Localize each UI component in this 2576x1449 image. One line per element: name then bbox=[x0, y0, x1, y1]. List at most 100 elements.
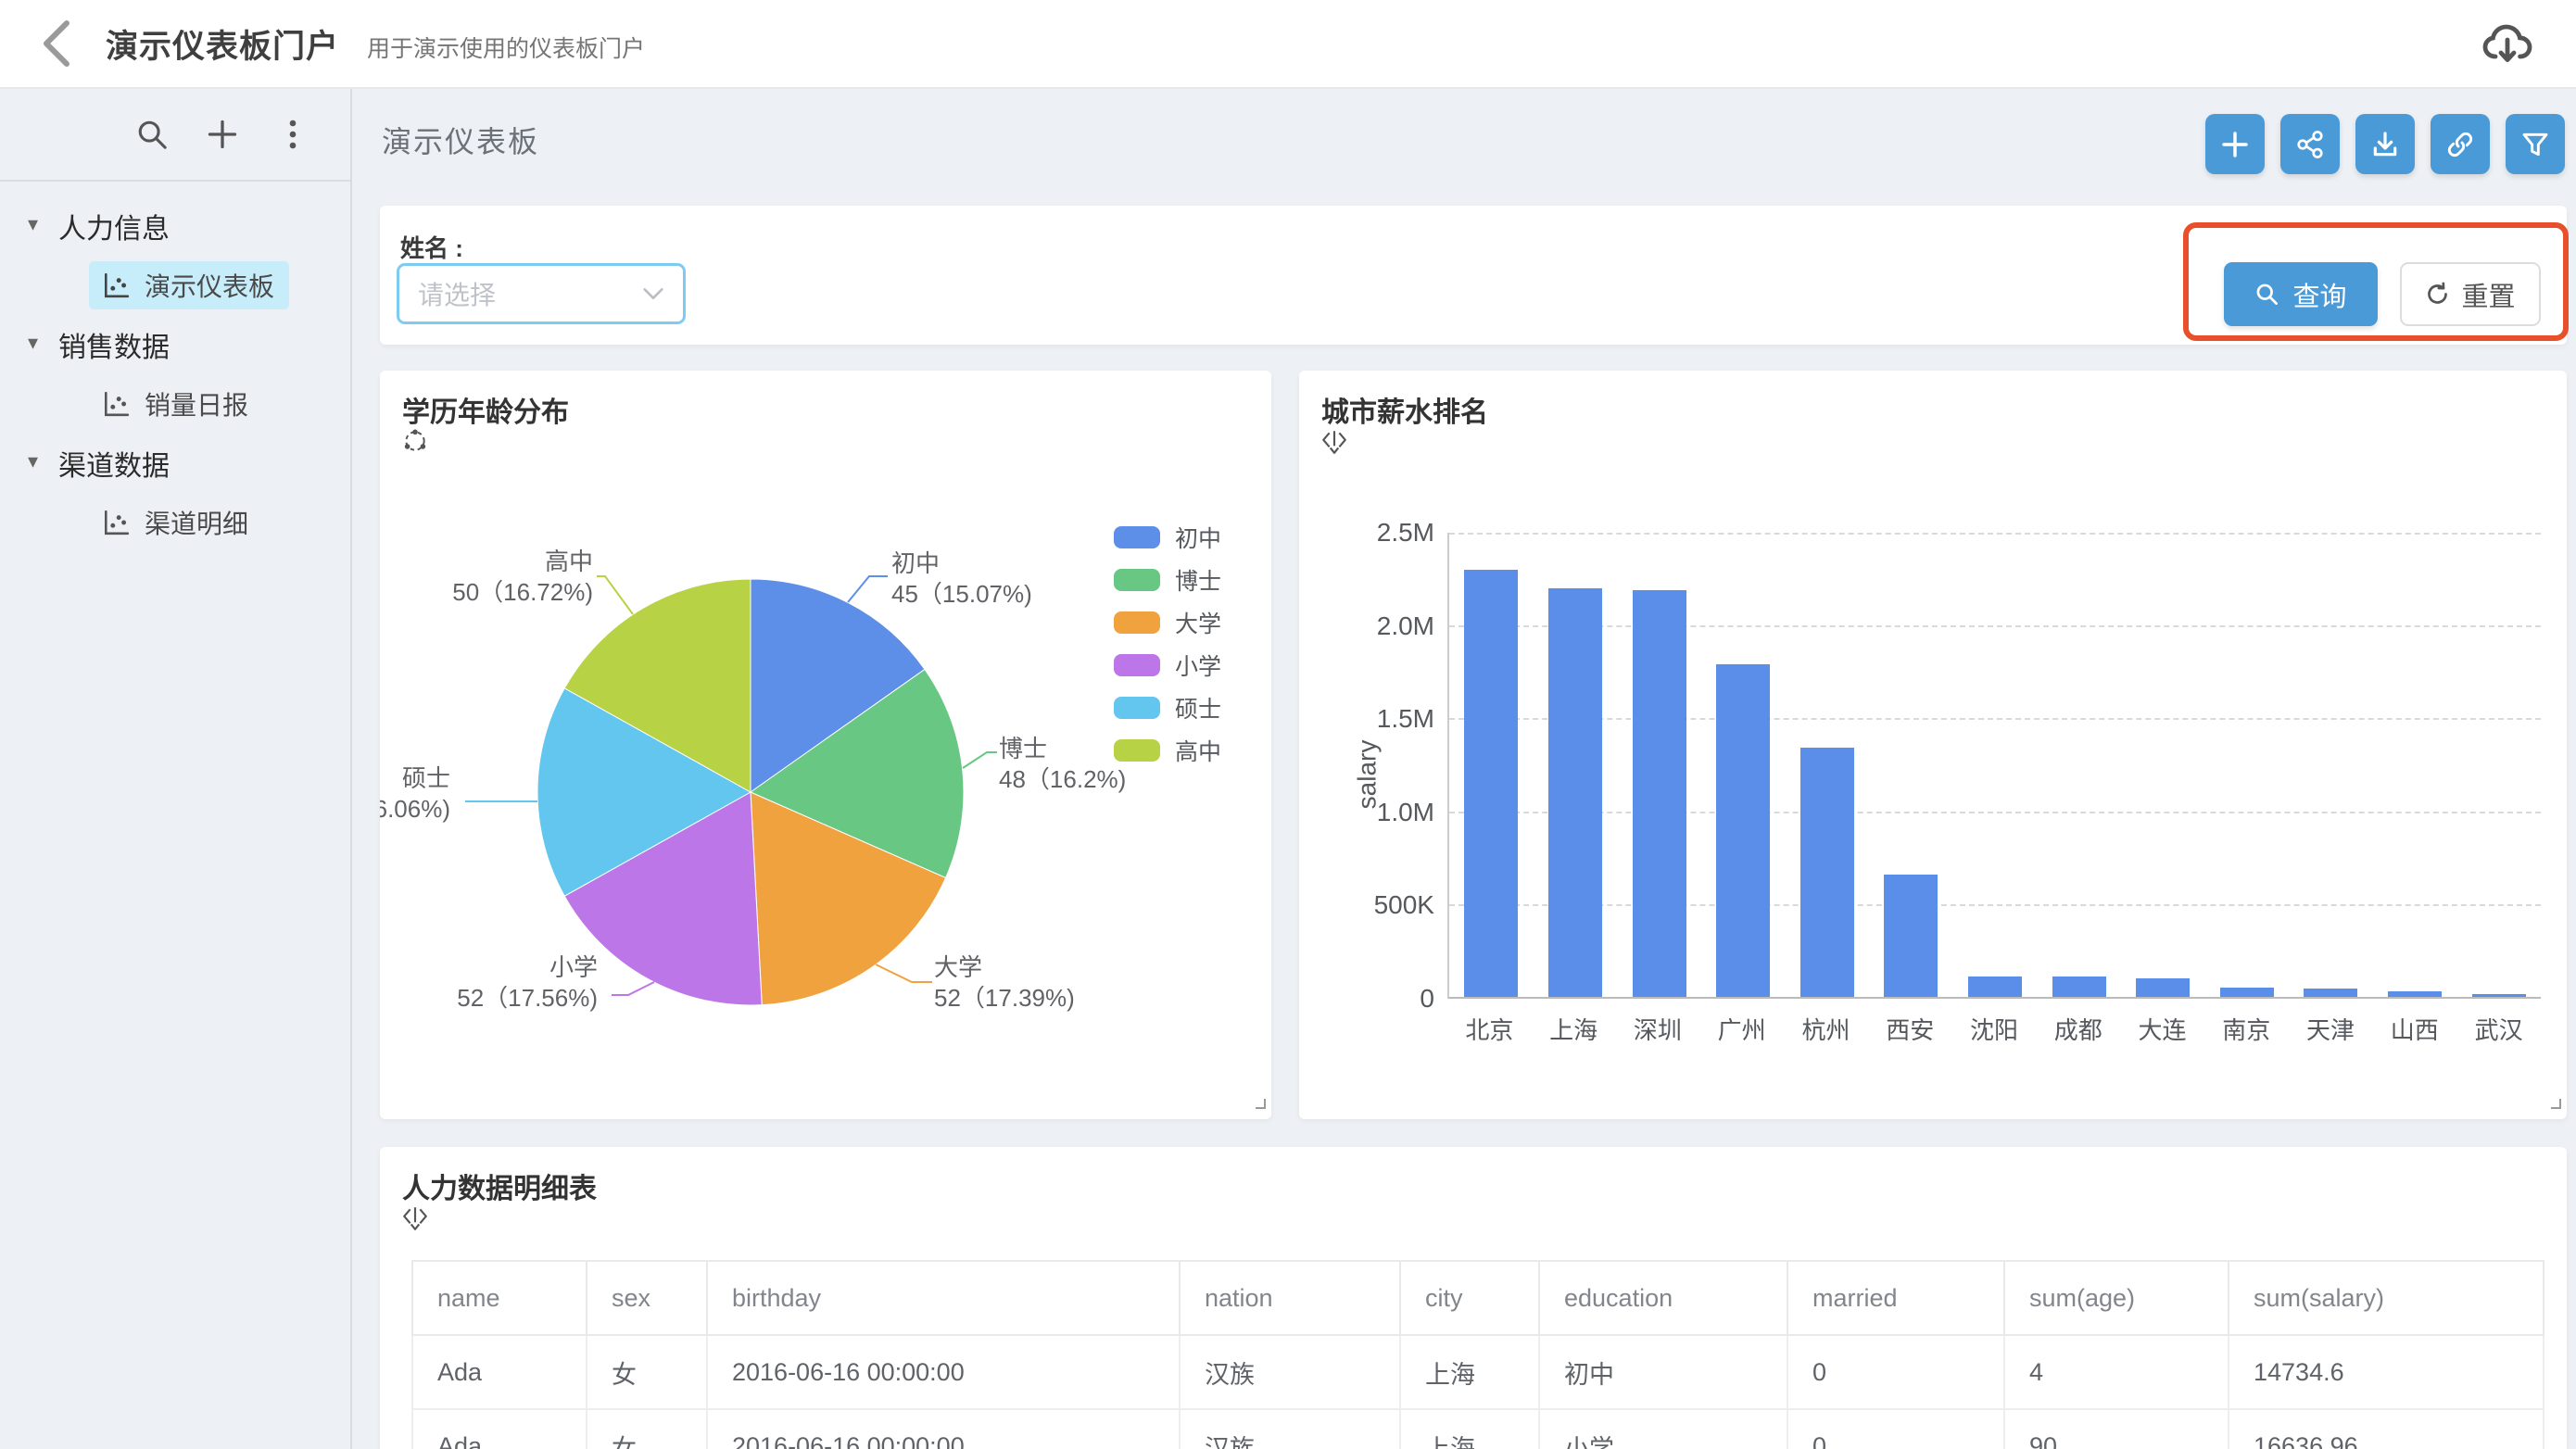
sidebar-item-label: 渠道明细 bbox=[145, 510, 249, 538]
bar-武汉[interactable] bbox=[2471, 994, 2526, 997]
table-cell: 0 bbox=[1787, 1334, 2005, 1410]
bar-x-label: 山西 bbox=[2390, 1016, 2439, 1044]
column-header-sum(age): sum(age) bbox=[2003, 1260, 2229, 1336]
bar-杭州[interactable] bbox=[1799, 748, 1854, 997]
more-menu-icon[interactable] bbox=[276, 118, 309, 151]
table-cell: 小学 bbox=[1538, 1408, 1788, 1449]
bar-chart-card: 城市薪水排名 salary 2.5M 2.0M 1.5M 1.0M 500K 0 北京 上海… bbox=[1299, 371, 2567, 1119]
legend-item-博士[interactable]: 博士 bbox=[1114, 569, 1221, 595]
pie-slice-高中[interactable] bbox=[563, 578, 751, 793]
column-header-sex: sex bbox=[586, 1260, 708, 1336]
bar-x-label: 西安 bbox=[1886, 1016, 1935, 1044]
add-icon[interactable] bbox=[206, 118, 239, 151]
bar-x-label: 天津 bbox=[2306, 1016, 2355, 1044]
table-cell: 汉族 bbox=[1179, 1334, 1401, 1410]
bar-上海[interactable] bbox=[1547, 588, 1602, 997]
search-icon[interactable] bbox=[135, 118, 169, 151]
cloud-download-icon bbox=[2482, 24, 2532, 62]
pie-chart[interactable] bbox=[533, 574, 968, 1010]
pie-label-博士: 博士 48（16.2%) bbox=[999, 735, 1127, 793]
table-cell: 4 bbox=[2003, 1334, 2229, 1410]
bar-成都[interactable] bbox=[2052, 976, 2106, 997]
sidebar-item-sales-daily[interactable]: 销量日报 bbox=[89, 374, 350, 434]
resize-handle-icon[interactable] bbox=[2546, 1094, 2561, 1114]
detail-table: name sex birthday nation city education marrie… bbox=[411, 1260, 2544, 1449]
legend-item-高中[interactable]: 高中 bbox=[1114, 739, 1221, 765]
chart-icon bbox=[105, 391, 130, 417]
bar-y-tick: 1.5M bbox=[1376, 704, 1434, 734]
chart-icon bbox=[105, 510, 130, 536]
table-cell: 初中 bbox=[1538, 1334, 1788, 1410]
legend-label: 小学 bbox=[1175, 654, 1222, 680]
pie-label-初中: 初中 45（15.07%) bbox=[891, 549, 1032, 608]
portal-subtitle: 用于演示使用的仪表板门户 bbox=[367, 36, 646, 62]
bar-大连[interactable] bbox=[2136, 977, 2191, 997]
tree-group-sales[interactable]: ▾ 销售数据 bbox=[0, 315, 350, 374]
download-icon bbox=[2373, 131, 2397, 156]
global-filter-button[interactable] bbox=[2506, 114, 2565, 174]
refresh-icon bbox=[2428, 282, 2448, 304]
legend-label: 硕士 bbox=[1175, 697, 1222, 723]
tree-group-label: 人力信息 bbox=[58, 214, 170, 245]
select-placeholder: 请选择 bbox=[418, 281, 497, 309]
pie-slice-硕士[interactable] bbox=[537, 687, 752, 897]
chart-icon bbox=[105, 272, 130, 298]
bar-x-labels: 北京 上海 深圳 广州 杭州 西安 沈阳 成都 大连 南京 天津 山西 武汉 bbox=[1447, 1012, 2541, 1046]
filter-icon bbox=[2522, 132, 2548, 156]
pie-slice-大学[interactable] bbox=[750, 791, 947, 1006]
query-button[interactable]: 查询 bbox=[2224, 262, 2378, 326]
bar-北京[interactable] bbox=[1464, 570, 1519, 997]
filter-field-label: 姓名 : bbox=[400, 234, 463, 262]
tree-group-label: 渠道数据 bbox=[58, 451, 170, 482]
drill-icon[interactable] bbox=[1321, 428, 1347, 460]
add-chart-button[interactable] bbox=[2205, 114, 2265, 174]
export-button[interactable] bbox=[2355, 114, 2415, 174]
bar-西安[interactable] bbox=[1884, 874, 1938, 997]
legend-item-硕士[interactable]: 硕士 bbox=[1114, 697, 1221, 723]
bar-沈阳[interactable] bbox=[1967, 976, 2022, 997]
bar-深圳[interactable] bbox=[1632, 590, 1686, 997]
bar-y-tick: 500K bbox=[1373, 890, 1434, 920]
pie-label-高中: 高中 50（16.72%) bbox=[452, 548, 593, 606]
sidebar-item-demo-dashboard[interactable]: 演示仪表板 bbox=[89, 256, 350, 315]
drill-icon[interactable] bbox=[402, 1204, 428, 1237]
dashboard-toolbar bbox=[2205, 114, 2565, 174]
legend-swatch bbox=[1114, 654, 1160, 676]
reset-button[interactable]: 重置 bbox=[2400, 262, 2541, 326]
sidebar-item-channel-detail[interactable]: 渠道明细 bbox=[89, 493, 350, 552]
table-cell: 上海 bbox=[1399, 1408, 1540, 1449]
bar-天津[interactable] bbox=[2304, 988, 2358, 997]
bar-y-tick: 2.0M bbox=[1376, 611, 1434, 640]
column-header-nation: nation bbox=[1179, 1260, 1401, 1336]
cloud-download-button[interactable] bbox=[2480, 16, 2535, 71]
bar-山西[interactable] bbox=[2388, 991, 2442, 997]
back-chevron-icon bbox=[44, 20, 69, 67]
share-button[interactable] bbox=[2280, 114, 2340, 174]
bar-广州[interactable] bbox=[1716, 664, 1771, 997]
pie-slice-博士[interactable] bbox=[749, 668, 965, 879]
bar-南京[interactable] bbox=[2219, 987, 2274, 997]
copy-link-button[interactable] bbox=[2431, 114, 2490, 174]
tree-group-hr[interactable]: ▾ 人力信息 bbox=[0, 196, 350, 256]
resize-handle-icon[interactable] bbox=[1251, 1094, 1266, 1114]
column-header-education: education bbox=[1538, 1260, 1788, 1336]
pie-slice-初中[interactable] bbox=[750, 578, 926, 793]
legend-item-初中[interactable]: 初中 bbox=[1114, 526, 1221, 552]
caret-down-icon: ▾ bbox=[28, 449, 39, 472]
detail-table-title: 人力数据明细表 bbox=[402, 1174, 597, 1204]
pie-label-硕士: 硕士48（16.06%) bbox=[380, 764, 450, 823]
linkage-icon[interactable] bbox=[402, 428, 428, 459]
legend-label: 博士 bbox=[1175, 569, 1222, 595]
pie-legend: 初中博士大学小学硕士高中 bbox=[1114, 526, 1221, 782]
table-cell: 90 bbox=[2003, 1408, 2229, 1449]
sidebar-item-label: 销量日报 bbox=[145, 391, 249, 420]
tree-group-channel[interactable]: ▾ 渠道数据 bbox=[0, 434, 350, 493]
back-button[interactable] bbox=[41, 18, 82, 69]
table-cell: 上海 bbox=[1399, 1334, 1540, 1410]
legend-item-大学[interactable]: 大学 bbox=[1114, 611, 1221, 637]
bar-x-label: 大连 bbox=[2138, 1016, 2187, 1044]
legend-item-小学[interactable]: 小学 bbox=[1114, 654, 1221, 680]
pie-slice-小学[interactable] bbox=[563, 791, 763, 1006]
name-select[interactable]: 请选择 bbox=[397, 263, 686, 324]
bar-y-tick: 2.5M bbox=[1376, 518, 1434, 547]
